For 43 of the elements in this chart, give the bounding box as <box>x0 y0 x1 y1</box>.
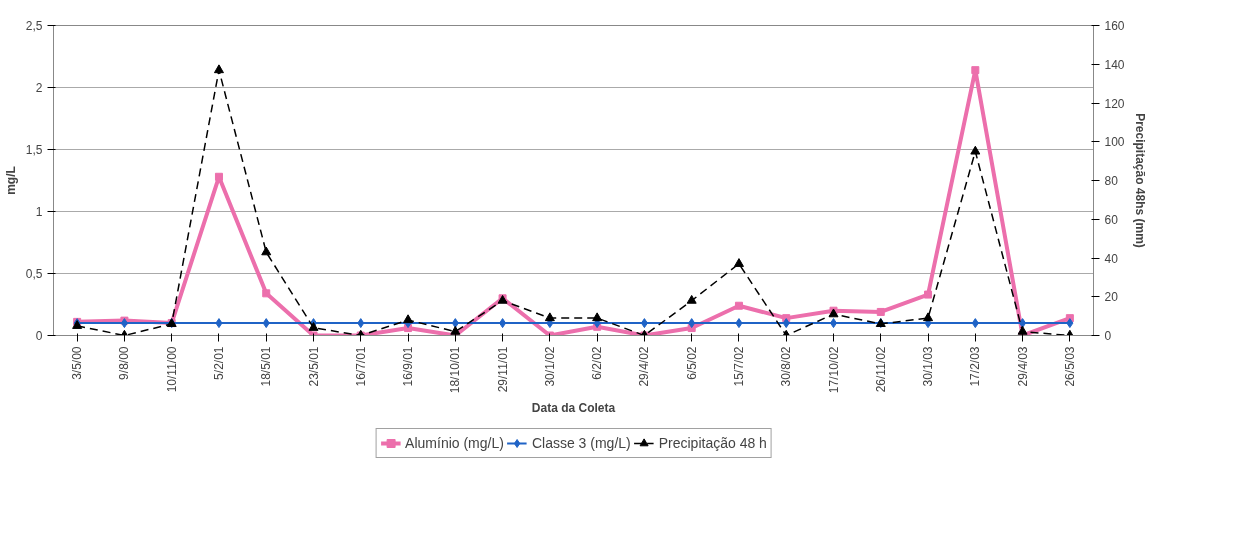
y-tick-label: 0 <box>35 329 43 343</box>
x-tick-label: 18/5/01 <box>259 346 274 387</box>
y-tick-label: 0,5 <box>25 267 43 281</box>
x-tick-label: 23/5/01 <box>306 346 321 387</box>
y2-tick-label: 40 <box>1104 251 1119 266</box>
y2-tick-label: 100 <box>1104 135 1125 150</box>
x-tick-label: 16/9/01 <box>401 346 416 387</box>
x-tick-label: 17/2/03 <box>968 346 983 387</box>
y-axis-title: mg/L <box>3 166 18 195</box>
legend-label: Alumínio (mg/L) <box>405 435 504 451</box>
x-axis-title: Data da Coleta <box>531 401 616 416</box>
x-tick-label: 30/1/02 <box>542 346 557 387</box>
y-tick-label: 1 <box>35 205 43 219</box>
x-tick-label: 26/11/02 <box>873 346 888 393</box>
x-tick-label: 26/5/03 <box>1062 346 1077 387</box>
x-tick-label: 29/4/03 <box>1015 346 1030 387</box>
x-tick-label: 17/10/02 <box>826 346 841 394</box>
x-tick-label: 18/10/01 <box>448 346 463 394</box>
y2-tick-label: 120 <box>1104 96 1125 111</box>
x-tick-label: 3/5/00 <box>70 346 85 380</box>
x-tick-label: 30/8/02 <box>779 346 794 387</box>
y-tick-label: 2,5 <box>25 19 43 33</box>
y2-axis-title: Precipitação 48hs (mm) <box>1132 113 1147 248</box>
y2-tick-label: 20 <box>1104 290 1119 305</box>
legend-label: Classe 3 (mg/L) <box>531 435 631 451</box>
x-tick-label: 6/5/02 <box>684 346 699 380</box>
y2-tick-label: 140 <box>1104 57 1125 72</box>
y-tick-label: 1,5 <box>25 143 43 157</box>
x-tick-label: 9/8/00 <box>117 346 132 380</box>
y2-tick-label: 0 <box>1104 329 1112 343</box>
x-tick-label: 10/11/00 <box>164 346 179 393</box>
x-tick-label: 30/1/03 <box>921 346 936 387</box>
x-tick-label: 29/4/02 <box>637 346 652 387</box>
x-tick-label: 6/2/02 <box>590 346 605 380</box>
y2-tick-label: 60 <box>1104 212 1119 227</box>
y2-tick-label: 160 <box>1104 19 1125 33</box>
y2-tick-label: 80 <box>1104 174 1119 188</box>
x-tick-label: 15/7/02 <box>731 346 746 387</box>
x-tick-label: 5/2/01 <box>211 346 226 380</box>
legend-label: Precipitação 48 h <box>658 435 767 451</box>
y-tick-label: 2 <box>35 81 43 95</box>
x-tick-label: 29/11/01 <box>495 346 510 393</box>
x-tick-label: 16/7/01 <box>353 346 368 387</box>
